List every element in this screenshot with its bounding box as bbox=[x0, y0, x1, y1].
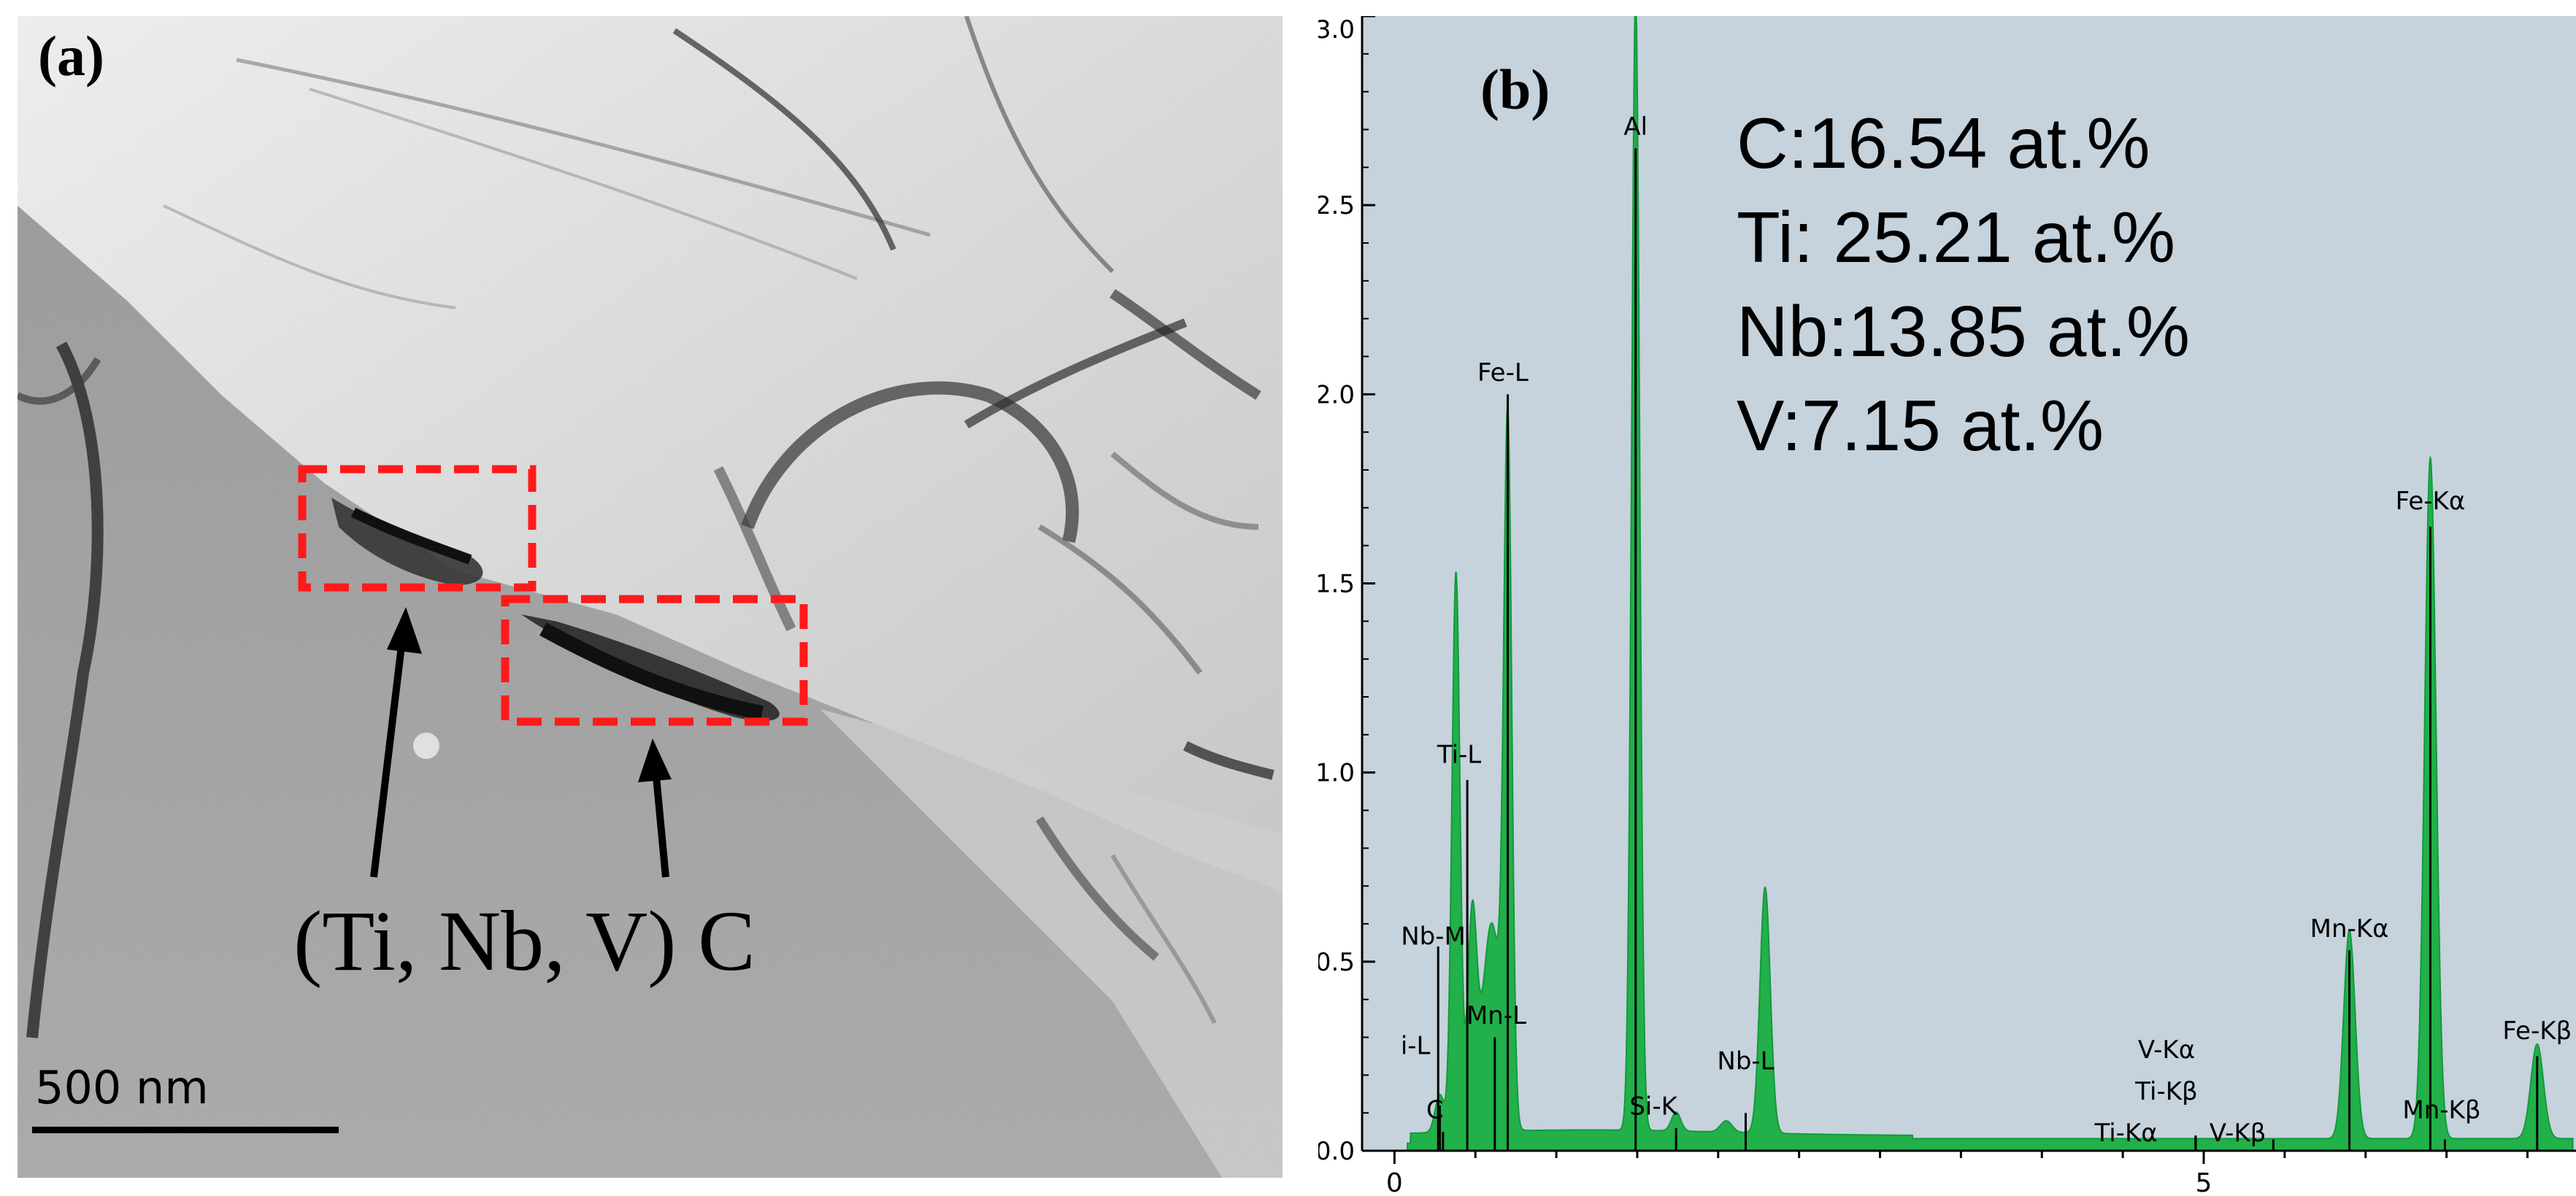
y-tick-label: 1.5 bbox=[1318, 570, 1355, 599]
panel-a-label: (a) bbox=[38, 24, 104, 88]
element-marker-label: i-L bbox=[1401, 1032, 1431, 1061]
composition-carbon: C:16.54 at.% bbox=[1737, 103, 2150, 183]
element-marker-label: Fe-L bbox=[1477, 358, 1529, 387]
element-marker-label: Si-K bbox=[1629, 1092, 1678, 1122]
x-tick-label: 5 bbox=[2196, 1168, 2212, 1196]
element-marker-label: Mn-Kβ bbox=[2402, 1096, 2480, 1125]
plot-background bbox=[1362, 16, 2576, 1151]
x-tick-label: 0 bbox=[1386, 1168, 1403, 1196]
element-marker-label: Fe-Kα bbox=[2396, 487, 2466, 516]
element-marker-label: Fe-Kβ bbox=[2502, 1016, 2572, 1046]
eds-chart: 0.0 0.5 1.0 1.5 2.0 2.5 3.0 0 5 Nb-M i-L C Ti-L Mn-L… bbox=[1318, 16, 2576, 1196]
scale-bar-line bbox=[32, 1127, 339, 1133]
y-tick-label: 0.5 bbox=[1318, 948, 1355, 977]
precipitate-caption: (Ti, Nb, V) C bbox=[293, 893, 756, 989]
y-tick-label: 0.0 bbox=[1318, 1137, 1355, 1166]
y-tick-label: 3.0 bbox=[1318, 16, 1355, 45]
precipitate-box-2 bbox=[501, 595, 808, 726]
element-marker-label: Mn-L bbox=[1466, 1001, 1526, 1030]
y-tick-label: 2.5 bbox=[1318, 191, 1355, 220]
tem-image bbox=[18, 16, 1283, 1178]
eds-spectrum-panel: 0.0 0.5 1.0 1.5 2.0 2.5 3.0 0 5 Nb-M i-L C Ti-L Mn-L… bbox=[1318, 16, 2576, 1196]
element-marker-label: Nb-M bbox=[1401, 922, 1466, 951]
panel-b-label: (b) bbox=[1480, 58, 1550, 121]
tem-micrograph-panel: (a) (Ti, Nb, V) C 500 nm bbox=[18, 16, 1283, 1178]
arrow-1 bbox=[370, 607, 422, 878]
element-marker-label: Nb-L bbox=[1717, 1046, 1774, 1076]
element-marker-label: V-Kβ bbox=[2210, 1119, 2267, 1148]
element-marker-label: Mn-Kα bbox=[2310, 914, 2389, 944]
composition-vanadium: V:7.15 at.% bbox=[1737, 385, 2104, 466]
y-tick-label: 1.0 bbox=[1318, 759, 1355, 788]
element-marker-label: Ti-L bbox=[1437, 740, 1481, 769]
arrow-2 bbox=[638, 738, 672, 878]
scale-bar-label: 500 nm bbox=[35, 1061, 209, 1114]
spectrum-area bbox=[1407, 16, 2574, 1151]
element-marker-label: V-Kα bbox=[2138, 1035, 2195, 1065]
element-marker-label: Ti-Kβ bbox=[2134, 1077, 2197, 1106]
element-marker-label: Ti-Kα bbox=[2094, 1119, 2158, 1148]
composition-niobium: Nb:13.85 at.% bbox=[1737, 291, 2191, 371]
element-marker-label: Al bbox=[1623, 112, 1648, 142]
precipitate-box-1 bbox=[298, 465, 537, 592]
y-tick-label: 2.0 bbox=[1318, 380, 1355, 409]
composition-titanium: Ti: 25.21 at.% bbox=[1737, 197, 2176, 277]
element-marker-label: C bbox=[1426, 1096, 1444, 1125]
